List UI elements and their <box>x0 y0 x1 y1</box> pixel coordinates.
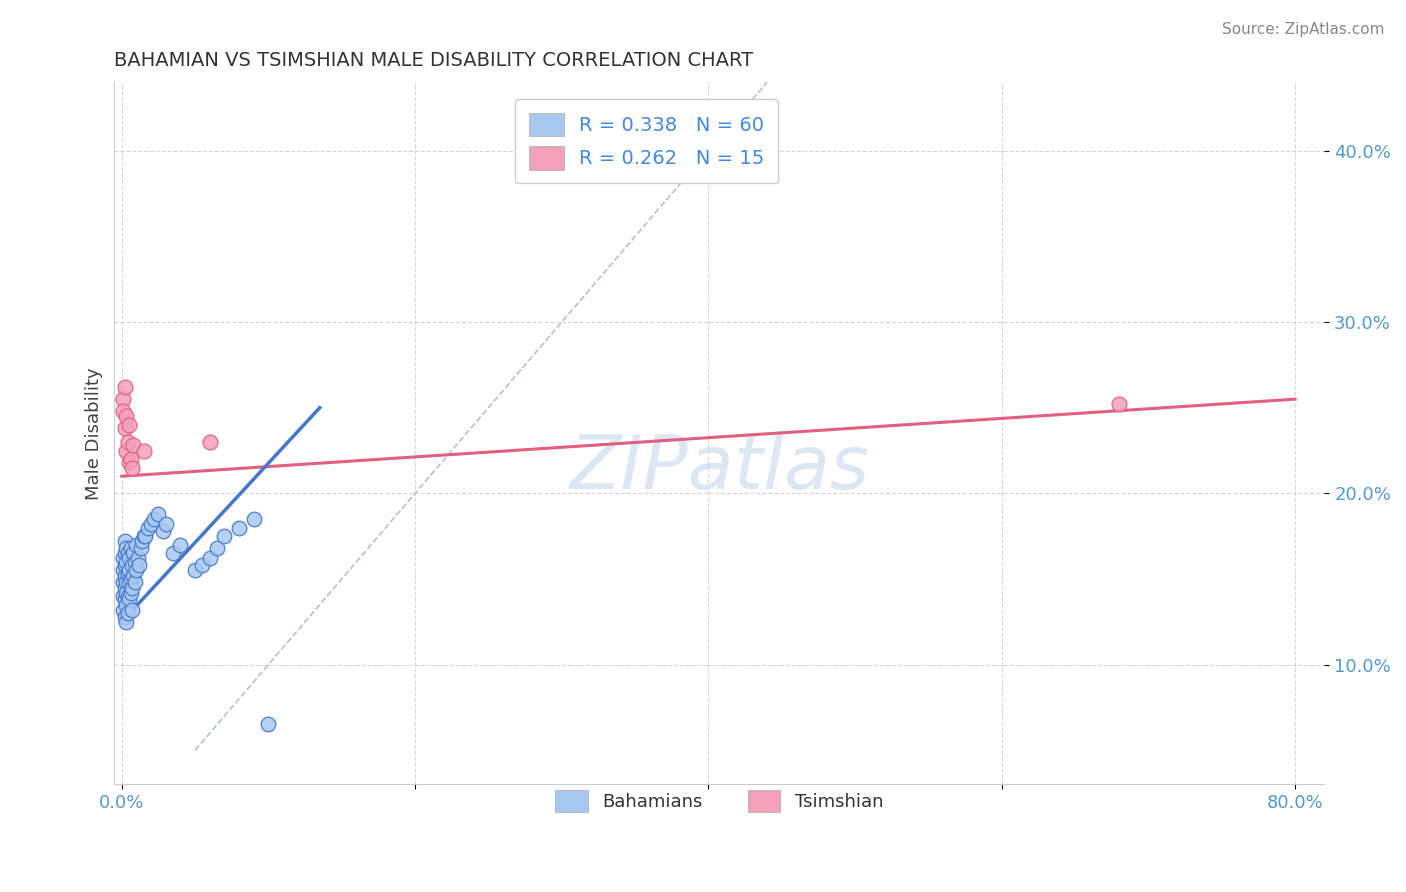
Point <box>148 507 170 521</box>
Point <box>1108 397 1130 411</box>
Point <box>114 534 136 549</box>
Point <box>114 380 136 394</box>
Point <box>118 455 141 469</box>
Point <box>228 520 250 534</box>
Point <box>118 563 141 577</box>
Point <box>198 551 221 566</box>
Point <box>122 438 145 452</box>
Point <box>132 443 155 458</box>
Point <box>127 551 149 566</box>
Point <box>114 546 136 560</box>
Point <box>129 541 152 555</box>
Point <box>214 529 236 543</box>
Point <box>115 615 138 629</box>
Point <box>120 585 142 599</box>
Point <box>112 603 135 617</box>
Point <box>112 575 135 590</box>
Point <box>112 404 135 418</box>
Point <box>184 563 207 577</box>
Point <box>115 585 138 599</box>
Point <box>242 512 264 526</box>
Point <box>118 575 141 590</box>
Point <box>112 589 135 603</box>
Point <box>117 434 139 449</box>
Point <box>115 555 138 569</box>
Point <box>132 529 155 543</box>
Y-axis label: Male Disability: Male Disability <box>86 368 103 500</box>
Point <box>117 566 139 581</box>
Point <box>115 541 138 555</box>
Point <box>118 592 141 607</box>
Point <box>114 609 136 624</box>
Point <box>120 572 142 586</box>
Text: ZIPatlas: ZIPatlas <box>569 433 869 505</box>
Point <box>139 517 162 532</box>
Point <box>128 558 150 573</box>
Point <box>124 575 146 590</box>
Point <box>155 517 177 532</box>
Point <box>115 443 138 458</box>
Point <box>143 512 166 526</box>
Legend: Bahamians, Tsimshian: Bahamians, Tsimshian <box>543 777 896 824</box>
Point <box>114 568 136 582</box>
Point <box>121 581 143 595</box>
Point <box>114 421 136 435</box>
Point <box>118 417 141 432</box>
Point <box>162 546 184 560</box>
Point <box>257 717 280 731</box>
Point <box>117 546 139 560</box>
Point <box>134 529 156 543</box>
Point <box>131 534 153 549</box>
Point <box>112 392 135 406</box>
Point <box>115 598 138 612</box>
Point <box>122 546 145 560</box>
Point <box>121 603 143 617</box>
Point <box>115 575 138 590</box>
Point <box>118 551 141 566</box>
Text: Source: ZipAtlas.com: Source: ZipAtlas.com <box>1222 22 1385 37</box>
Point <box>124 555 146 569</box>
Point <box>205 541 228 555</box>
Point <box>122 568 145 582</box>
Point <box>198 434 221 449</box>
Point <box>114 592 136 607</box>
Point <box>152 524 174 538</box>
Point <box>169 538 191 552</box>
Point <box>117 606 139 620</box>
Point <box>121 558 143 573</box>
Point <box>112 563 135 577</box>
Text: BAHAMIAN VS TSIMSHIAN MALE DISABILITY CORRELATION CHART: BAHAMIAN VS TSIMSHIAN MALE DISABILITY CO… <box>114 51 754 70</box>
Point <box>120 452 142 467</box>
Point <box>115 409 138 424</box>
Point <box>125 563 148 577</box>
Point <box>125 538 148 552</box>
Point <box>112 551 135 566</box>
Point <box>114 581 136 595</box>
Point <box>191 558 214 573</box>
Point <box>114 558 136 573</box>
Point <box>136 520 159 534</box>
Point <box>117 589 139 603</box>
Point <box>121 460 143 475</box>
Point <box>120 541 142 555</box>
